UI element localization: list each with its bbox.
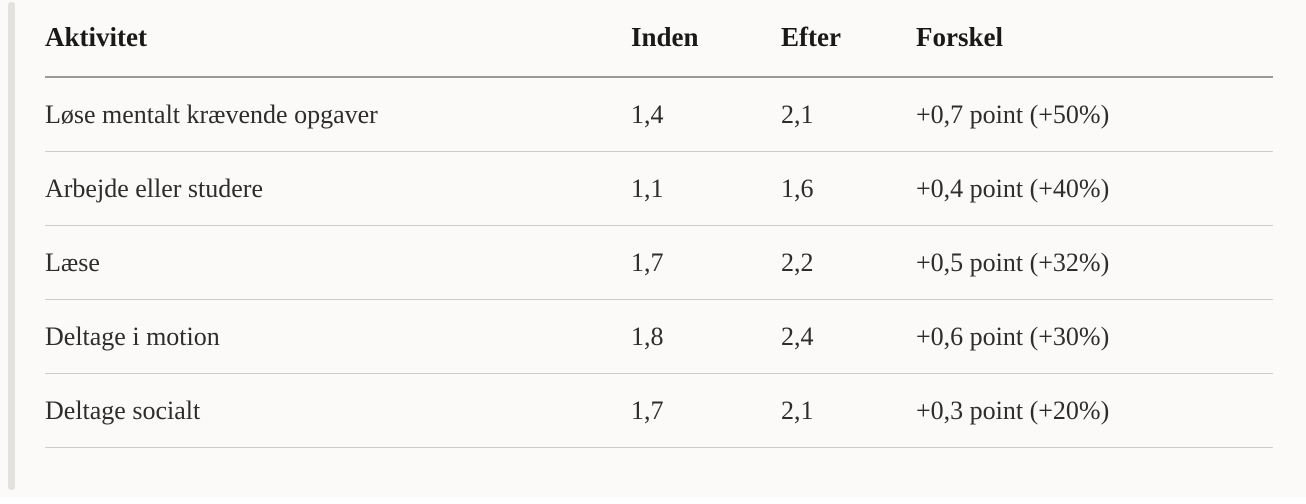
cell-before: 1,7 xyxy=(631,247,664,277)
column-header-before: Inden xyxy=(631,22,699,53)
column-header-after: Efter xyxy=(781,22,841,53)
cell-after: 2,4 xyxy=(781,321,814,351)
activity-results-table: Aktivitet Inden Efter Forskel Løse menta… xyxy=(45,0,1273,448)
cell-activity: Arbejde eller studere xyxy=(45,173,264,203)
cell-difference: +0,3 point (+20%) xyxy=(916,395,1110,425)
table-row: Deltage i motion 1,8 2,4 +0,6 point (+30… xyxy=(45,300,1273,374)
table-row: Løse mentalt krævende opgaver 1,4 2,1 +0… xyxy=(45,78,1273,152)
cell-difference: +0,4 point (+40%) xyxy=(916,173,1110,203)
cell-after: 2,2 xyxy=(781,247,814,277)
table-row: Deltage socialt 1,7 2,1 +0,3 point (+20%… xyxy=(45,374,1273,448)
table-row: Læse 1,7 2,2 +0,5 point (+32%) xyxy=(45,226,1273,300)
column-header-activity: Aktivitet xyxy=(45,22,147,53)
cell-after: 1,6 xyxy=(781,173,814,203)
cell-after: 2,1 xyxy=(781,99,814,129)
cell-after: 2,1 xyxy=(781,395,814,425)
cell-activity: Læse xyxy=(45,247,100,277)
cell-activity: Deltage i motion xyxy=(45,321,220,351)
vertical-scrollbar-thumb[interactable] xyxy=(8,2,15,490)
table-row: Arbejde eller studere 1,1 1,6 +0,4 point… xyxy=(45,152,1273,226)
cell-before: 1,1 xyxy=(631,173,664,203)
column-header-difference: Forskel xyxy=(916,22,1003,53)
cell-before: 1,7 xyxy=(631,395,664,425)
cell-difference: +0,6 point (+30%) xyxy=(916,321,1110,351)
cell-before: 1,8 xyxy=(631,321,664,351)
cell-activity: Deltage socialt xyxy=(45,395,201,425)
cell-activity: Løse mentalt krævende opgaver xyxy=(45,99,378,129)
cell-difference: +0,7 point (+50%) xyxy=(916,99,1110,129)
table-header-row: Aktivitet Inden Efter Forskel xyxy=(45,0,1273,78)
cell-difference: +0,5 point (+32%) xyxy=(916,247,1110,277)
cell-before: 1,4 xyxy=(631,99,664,129)
page-bottom-strip xyxy=(0,497,1306,504)
